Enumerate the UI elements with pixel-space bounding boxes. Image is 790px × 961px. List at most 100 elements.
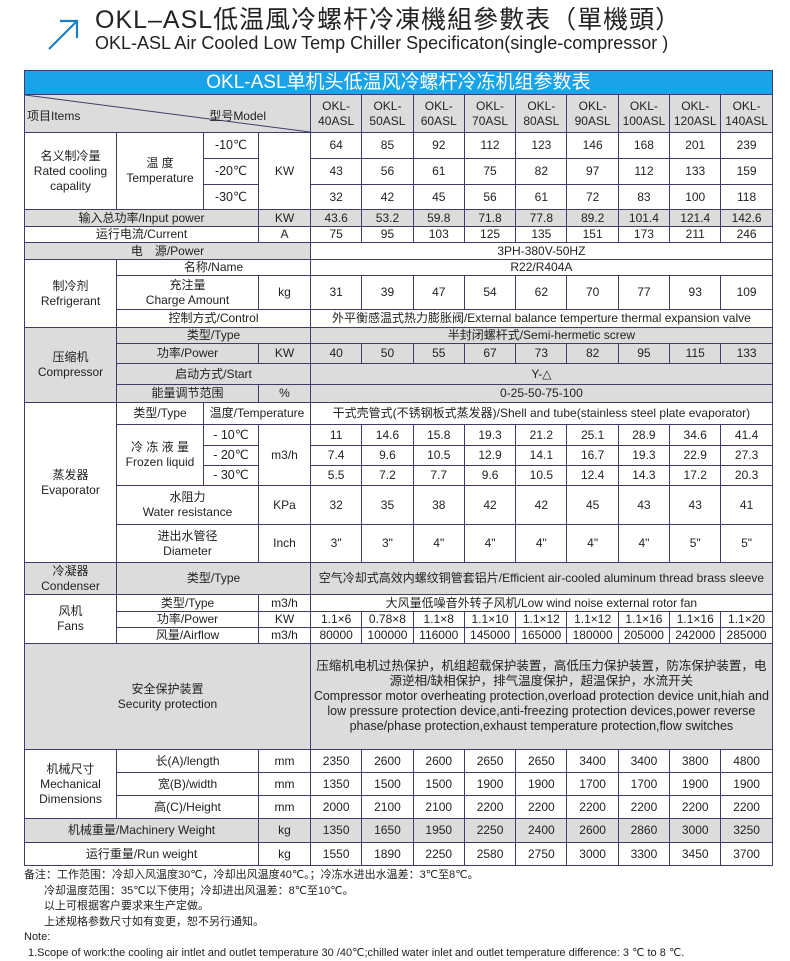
cell-text: 1.1×12 — [522, 612, 560, 627]
cell-text: 7.7 — [430, 468, 448, 482]
unit-cell: mm — [258, 795, 311, 819]
value-cell: 2650 — [463, 749, 517, 773]
value-cell: 82 — [566, 343, 619, 364]
cell-text: 7.2 — [379, 468, 396, 482]
value-cell: 7.2 — [361, 465, 414, 486]
value-cell: 165000 — [515, 627, 568, 644]
note-en-1: 1.Scope of work:the cooling air intlet a… — [28, 946, 685, 959]
cell-text: 2600 — [374, 753, 401, 768]
value-cell: 42 — [361, 184, 414, 210]
value-cell: 54 — [463, 275, 517, 310]
value-cell: 80000 — [309, 627, 363, 644]
diagonal-divider — [25, 95, 310, 132]
cell-text: Mechanical Dimensions — [39, 776, 102, 806]
cell-text: 85 — [380, 138, 395, 152]
cell-text: 42 — [380, 189, 395, 204]
cell-text: -10℃ — [214, 138, 248, 152]
cell-text: 1900 — [527, 776, 555, 791]
row-label: 类型/Type — [116, 327, 311, 344]
value-cell: 43.6 — [309, 209, 363, 227]
cell-text: 121.4 — [680, 210, 711, 225]
value-cell: 211 — [669, 226, 722, 243]
cell-text: 进出水管径 — [157, 528, 218, 543]
cell-text: 9.6 — [481, 468, 499, 482]
value-cell: 43 — [309, 158, 363, 185]
table-row: 蒸发器 Evaporator 类型/Type 温度/Temperature 干式壳管式(… — [24, 402, 773, 563]
cell-text: 12.4 — [580, 468, 605, 482]
value-cell: 1.1×16 — [669, 611, 722, 628]
value-cell: 4" — [617, 524, 671, 563]
cell-text: 1350 — [322, 823, 350, 837]
temp-label: - 20℃ — [203, 445, 259, 466]
value-cell: 14.3 — [617, 465, 671, 486]
cell-text: 180000 — [572, 628, 613, 643]
table-row: 输入总功率/Input power KW 43.6 53.2 59.8 71.8 77.8 8… — [24, 209, 773, 227]
cell-text: 3000 — [579, 846, 606, 861]
cell-text: 3400 — [630, 753, 658, 768]
value-cell: 55 — [412, 343, 465, 364]
cell-text: 146 — [582, 138, 603, 152]
cell-text: 50 — [380, 346, 395, 360]
value-cell: 4" — [463, 524, 517, 563]
value-cell: 75 — [309, 226, 363, 243]
page-title: OKL–ASL低温風冷螺杆冷凍機組參數表（單機頭） — [95, 6, 682, 34]
table-row: 机械尺寸 Mechanical Dimensions 长(A)/length mm 23… — [24, 749, 773, 819]
cell-text: 34.6 — [683, 427, 707, 442]
table-row: 进出水管径 Diameter Inch 3" 3" 4" 4" 4" 4" 4" 5" 5" — [25, 524, 773, 563]
value-cell: 135 — [515, 226, 568, 243]
table-row: 电 源/Power 3PH-380V-50HZ — [24, 242, 773, 260]
items-model-header: 项目Items 型号Model — [24, 94, 311, 133]
table-row: 充注量 Charge Amount kg 31 39 47 54 62 70 77 93 109 — [25, 275, 773, 310]
cell-text: 4" — [638, 536, 650, 550]
value-cell: 4800 — [720, 749, 773, 773]
value-cell: 3" — [361, 524, 414, 563]
temp-label: - 10℃ — [203, 424, 259, 446]
value-cell: 2650 — [515, 749, 568, 773]
value-cell: 3000 — [669, 818, 722, 843]
cell-text: 41.4 — [734, 427, 759, 442]
cell-text: 1550 — [322, 846, 350, 861]
value-cell: 100000 — [361, 627, 414, 644]
cell-text: 10.5 — [529, 468, 554, 482]
value-cell: 20.3 — [720, 465, 773, 486]
cell-text: 温 度 — [146, 156, 174, 170]
cell-text: 5" — [689, 536, 701, 550]
cell-text: 40ASL — [318, 113, 355, 128]
row-label: 输入总功率/Input power — [24, 209, 259, 227]
unit-cell: m3/h — [258, 594, 311, 612]
note-cn-4: 上述规格参数尺寸如有变更，恕不另行通知。 — [44, 915, 264, 928]
value-cell: 89.2 — [566, 209, 619, 227]
table-row: 运行电流/Current A 75 95 103 125 135 151 173 211 246 — [24, 226, 773, 243]
row-label: 机械重量/Machinery Weight — [24, 818, 259, 843]
row-label: 高(C)/Height — [116, 795, 259, 819]
note-cn-1: 备注：工作范围：冷却入风温度30℃，冷却出风温度40℃。；冷冻水进出水温差：3℃… — [24, 869, 479, 881]
value-cell: 180000 — [566, 627, 619, 644]
value-cell: 11 — [309, 424, 363, 446]
cell-text: 冷 冻 液 量 — [130, 440, 189, 454]
cell-text: 70 — [585, 285, 600, 299]
value-cell: R22/R404A — [310, 259, 773, 276]
value-cell: 133 — [669, 158, 722, 185]
cell-text: 1.1×16 — [676, 612, 714, 627]
value-cell: 43 — [617, 485, 671, 525]
table-row: -20℃ 43 56 61 75 82 97 112 133 159 — [25, 158, 773, 185]
value-cell: 42 — [463, 485, 517, 525]
value-cell: 72 — [566, 184, 619, 210]
model-header: OKL- 140ASL — [720, 94, 773, 133]
cell-text: mm — [274, 799, 295, 814]
row-label: 名称/Name — [116, 259, 311, 276]
value-cell: 285000 — [720, 627, 773, 644]
cell-text: 75 — [329, 227, 343, 242]
cell-text: OKL- — [578, 98, 607, 113]
row-label: 水阻力 Water resistance — [116, 485, 259, 525]
value-cell: 22.9 — [669, 445, 722, 466]
cell-text: 19.3 — [478, 427, 502, 442]
cell-text: 59.8 — [427, 210, 451, 225]
cell-text: 20.3 — [734, 468, 759, 482]
table-row: OKL-ASL单机头低温风冷螺杆冷冻机组参数表 — [24, 70, 773, 95]
cell-text: 1500 — [425, 776, 453, 791]
cell-text: kg — [278, 823, 291, 837]
value-cell: 67 — [463, 343, 517, 364]
cell-text: 211 — [685, 227, 705, 242]
cell-text: -30℃ — [214, 189, 248, 204]
